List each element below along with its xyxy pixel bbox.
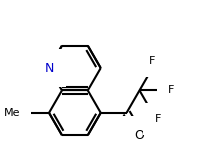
Text: F: F xyxy=(168,85,175,95)
Text: N: N xyxy=(44,61,54,75)
Text: F: F xyxy=(154,114,161,124)
Text: Me: Me xyxy=(4,108,20,118)
Text: F: F xyxy=(149,56,156,66)
Text: O: O xyxy=(135,129,144,142)
